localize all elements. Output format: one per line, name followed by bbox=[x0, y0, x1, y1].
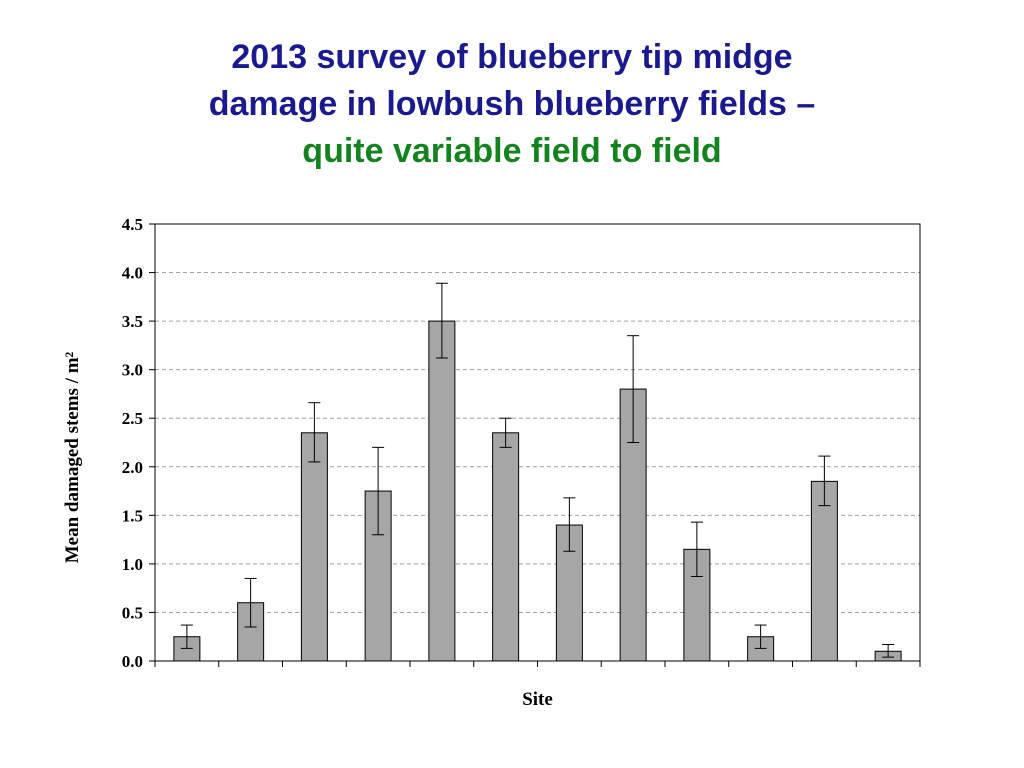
gridlines bbox=[155, 272, 920, 613]
error-bars bbox=[180, 282, 895, 658]
title-line-3: quite variable field to field bbox=[302, 132, 722, 170]
y-tick-label: 0.5 bbox=[122, 603, 143, 622]
slide-title: 2013 survey of blueberry tip midge damag… bbox=[0, 34, 1024, 175]
y-tick-label: 2.5 bbox=[122, 409, 143, 428]
y-tick-label: 1.0 bbox=[122, 555, 143, 574]
bars bbox=[173, 320, 902, 662]
title-line-1: 2013 survey of blueberry tip midge bbox=[231, 38, 793, 76]
plot-area-frame bbox=[154, 223, 921, 662]
y-tick-label: 3.0 bbox=[122, 361, 143, 380]
y-tick-label: 0.0 bbox=[122, 652, 143, 671]
x-axis-ticks bbox=[154, 661, 921, 667]
title-line-2: damage in lowbush blueberry fields – bbox=[208, 85, 816, 123]
y-tick-label: 4.5 bbox=[122, 215, 143, 234]
bar bbox=[810, 480, 838, 662]
bar bbox=[428, 320, 456, 662]
bar bbox=[492, 432, 520, 662]
y-axis-ticks: 0.0 0.5 1.0 1.5 2.0 2.5 3.0 3.5 4.0 4.5 bbox=[122, 215, 155, 671]
y-axis-title: Mean damaged stems / m² bbox=[62, 351, 83, 563]
y-tick-label: 3.5 bbox=[122, 312, 143, 331]
x-axis-title: Site bbox=[522, 689, 553, 710]
y-tick-label: 4.0 bbox=[122, 264, 143, 283]
bar bbox=[300, 432, 328, 662]
y-tick-label: 1.5 bbox=[122, 506, 143, 525]
y-tick-label: 2.0 bbox=[122, 458, 143, 477]
